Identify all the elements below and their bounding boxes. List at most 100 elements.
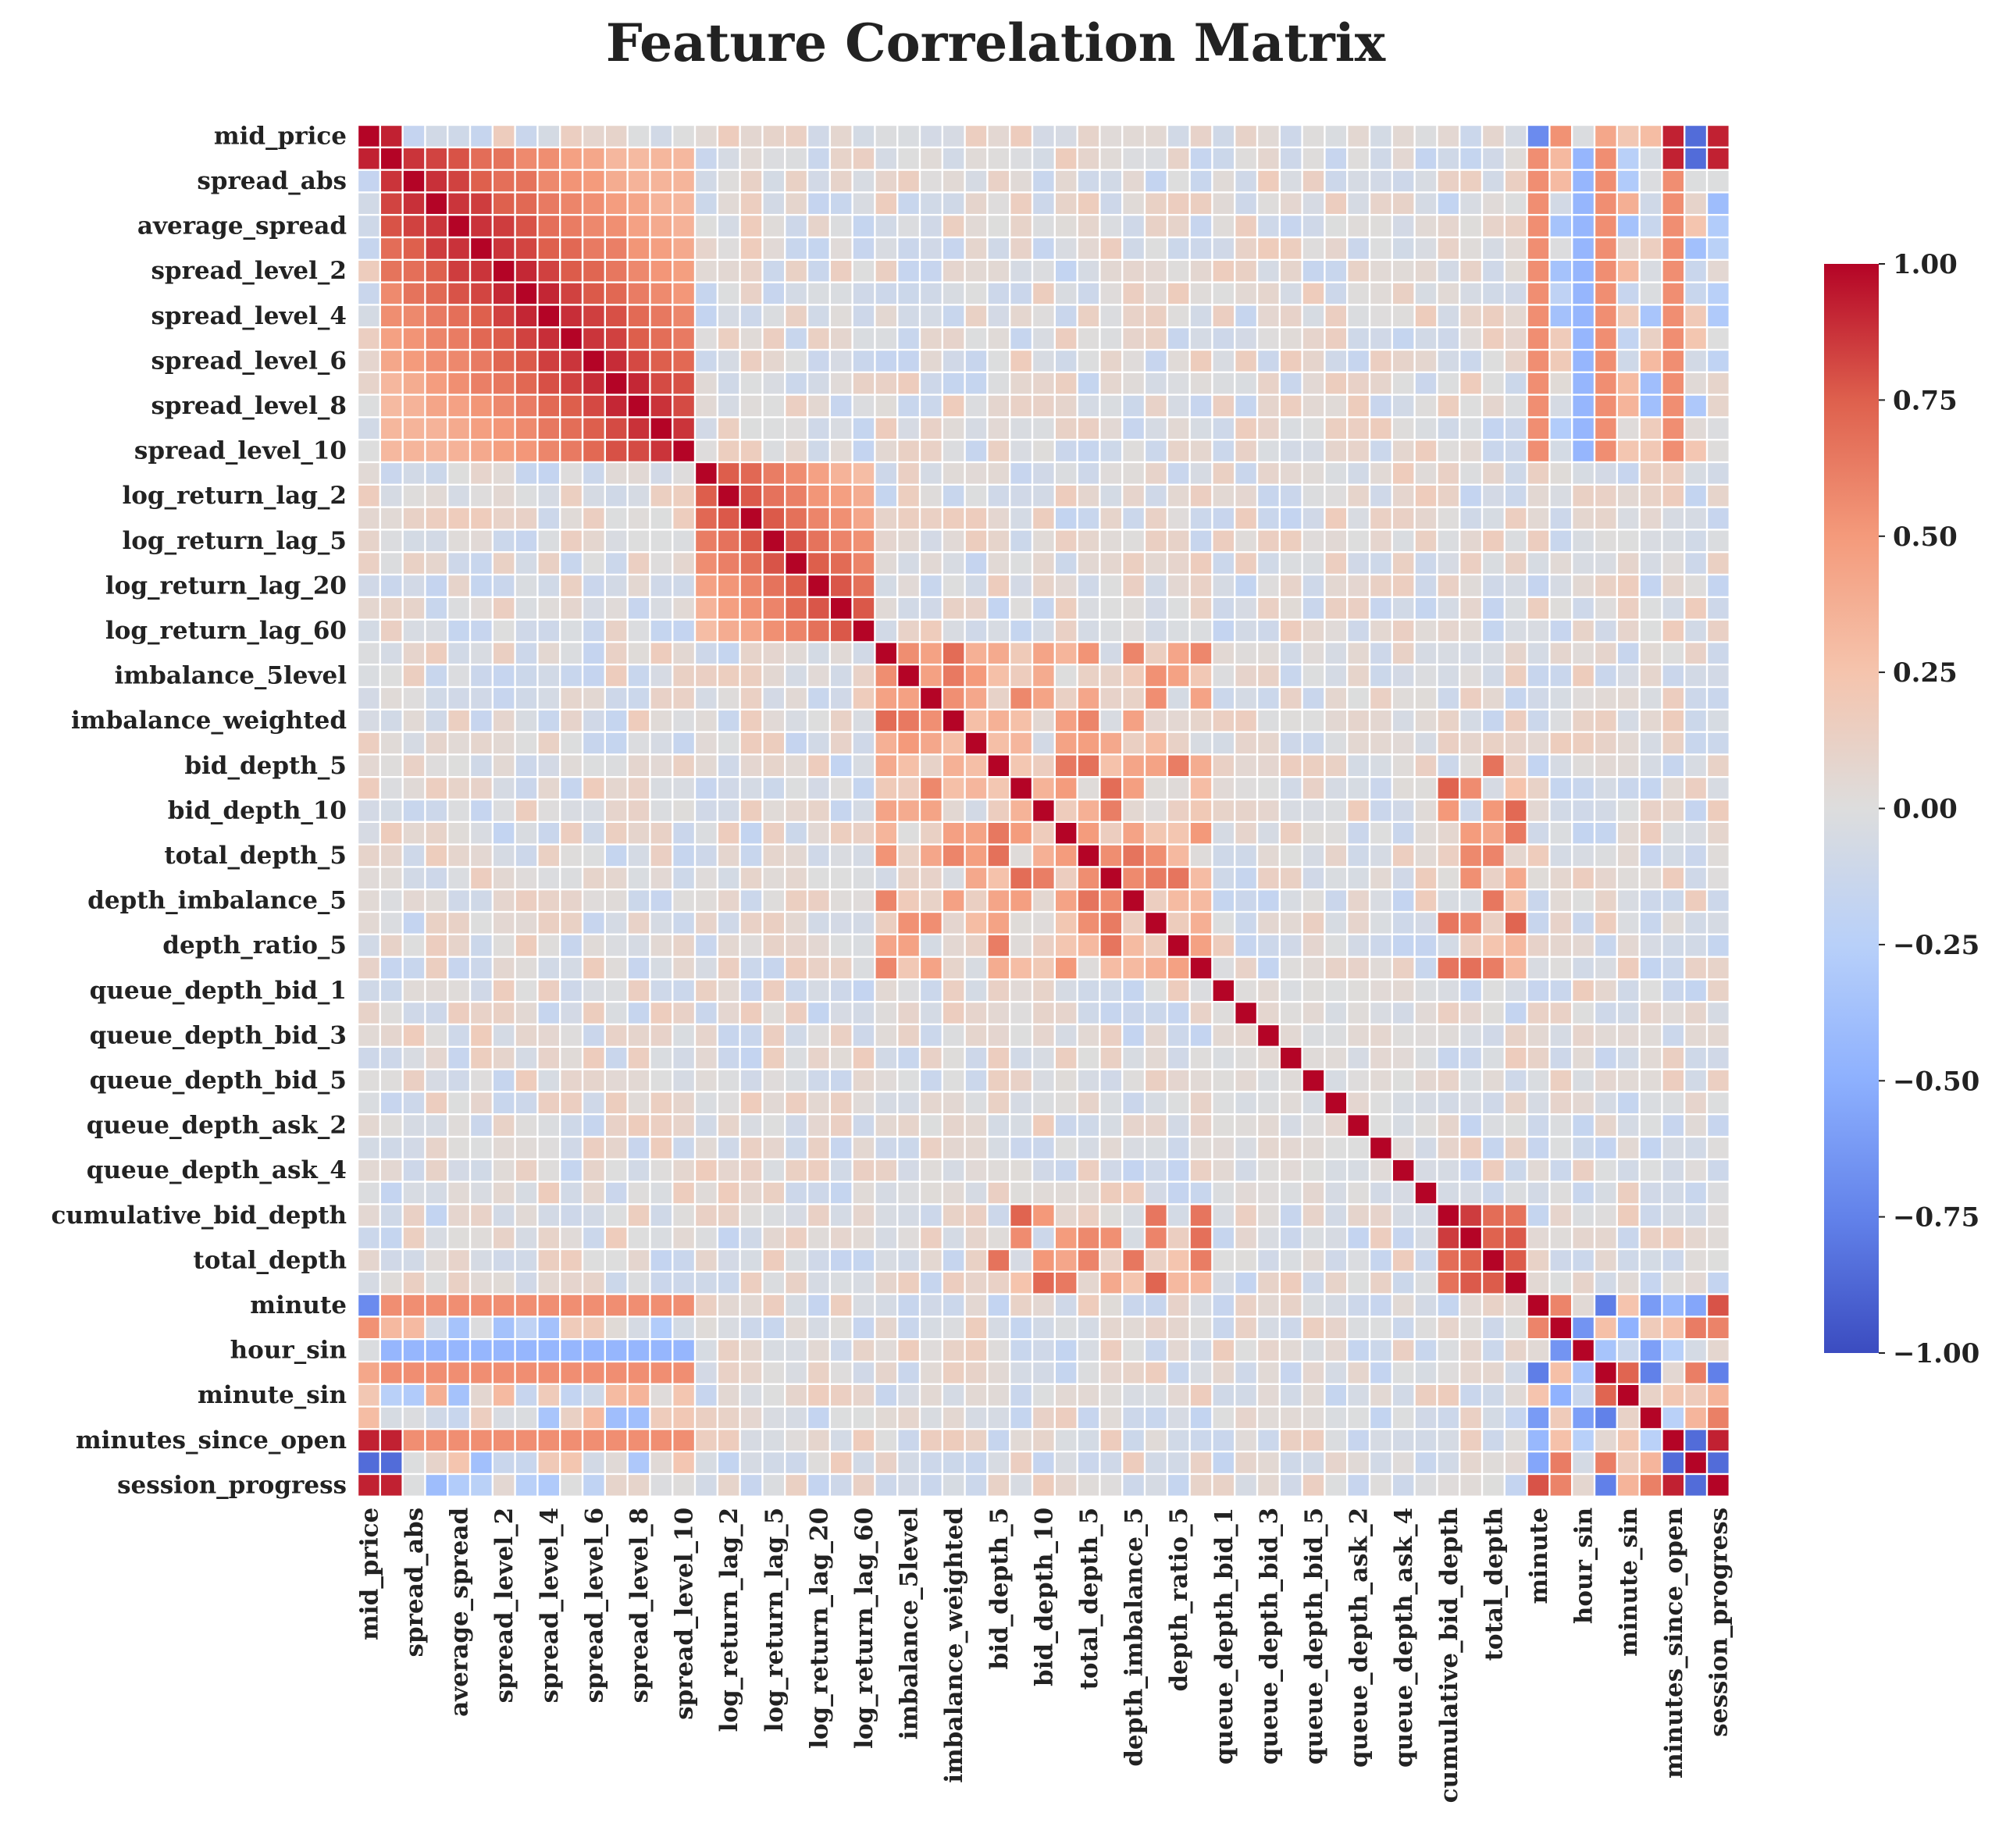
heatmap-cell <box>1213 1138 1234 1159</box>
heatmap-cell <box>831 351 852 372</box>
heatmap-cell <box>1370 305 1391 326</box>
column-tick-label: minutes_since_open <box>1660 1508 1688 1779</box>
heatmap-cell <box>358 193 379 214</box>
heatmap-cell <box>1056 148 1077 169</box>
heatmap-cell <box>1190 1205 1212 1226</box>
heatmap-cell <box>1595 418 1616 439</box>
heatmap-cell <box>1258 1025 1279 1046</box>
heatmap-cell <box>740 1340 762 1361</box>
heatmap-cell <box>696 1205 717 1226</box>
heatmap-cell <box>1460 351 1481 372</box>
heatmap-cell <box>1325 1250 1346 1271</box>
heatmap-cell <box>1370 1182 1391 1204</box>
heatmap-cell <box>471 1182 492 1204</box>
row-tick-label: mid_price <box>214 122 347 150</box>
heatmap-cell <box>943 1340 964 1361</box>
heatmap-cell <box>1595 1048 1616 1069</box>
heatmap-cell <box>1438 732 1459 754</box>
heatmap-cell <box>1505 823 1527 844</box>
heatmap-cell <box>1550 1182 1571 1204</box>
heatmap-cell <box>673 1115 694 1136</box>
heatmap-cell <box>965 1407 987 1429</box>
heatmap-cell <box>763 1092 784 1113</box>
heatmap-cell <box>921 440 942 461</box>
heatmap-cell <box>1573 553 1594 574</box>
heatmap-cell <box>898 1273 919 1294</box>
heatmap-cell <box>561 1205 582 1226</box>
heatmap-cell <box>583 1407 604 1429</box>
heatmap-cell <box>358 1362 379 1383</box>
heatmap-cell <box>628 1205 650 1226</box>
heatmap-cell <box>808 732 829 754</box>
heatmap-cell <box>1325 598 1346 619</box>
heatmap-cell <box>538 845 559 867</box>
heatmap-cell <box>1550 688 1571 709</box>
column-tick-label: log_return_lag_20 <box>805 1508 833 1749</box>
heatmap-cell <box>1460 935 1481 956</box>
heatmap-cell <box>650 620 672 642</box>
heatmap-cell <box>628 800 650 821</box>
heatmap-cell <box>1281 1048 1302 1069</box>
heatmap-cell <box>538 1475 559 1496</box>
heatmap-cell <box>650 1250 672 1271</box>
heatmap-cell <box>1302 395 1324 417</box>
heatmap-cell <box>1146 373 1167 394</box>
heatmap-cell <box>650 1070 672 1091</box>
heatmap-cell <box>1033 732 1054 754</box>
heatmap-cell <box>1078 710 1099 732</box>
heatmap-cell <box>786 1205 807 1226</box>
heatmap-cell <box>1460 867 1481 888</box>
heatmap-cell <box>358 688 379 709</box>
heatmap-cell <box>921 913 942 934</box>
heatmap-cell <box>1550 553 1571 574</box>
heatmap-cell <box>1662 1138 1684 1159</box>
heatmap-cell <box>1393 823 1414 844</box>
heatmap-cell <box>381 890 402 911</box>
heatmap-cell <box>673 305 694 326</box>
heatmap-cell <box>898 1317 919 1338</box>
heatmap-cell <box>1168 1362 1189 1383</box>
heatmap-cell <box>696 1160 717 1181</box>
heatmap-cell <box>1168 957 1189 979</box>
heatmap-cell <box>515 688 537 709</box>
heatmap-cell <box>1618 1025 1639 1046</box>
heatmap-cell <box>1573 1115 1594 1136</box>
heatmap-cell <box>494 486 515 507</box>
row-tick-label: queue_depth_bid_1 <box>90 977 347 1005</box>
heatmap-cell <box>696 1182 717 1204</box>
heatmap-cell <box>1010 957 1032 979</box>
heatmap-cell <box>1168 755 1189 776</box>
column-tick-label: bid_depth_10 <box>1030 1508 1058 1686</box>
heatmap-cell <box>381 575 402 596</box>
row-tick-label: spread_level_10 <box>134 437 347 465</box>
heatmap-cell <box>1168 1205 1189 1226</box>
heatmap-cell <box>965 395 987 417</box>
heatmap-cell <box>381 148 402 169</box>
heatmap-cell <box>561 1362 582 1383</box>
heatmap-cell <box>448 665 469 686</box>
heatmap-cell <box>448 283 469 304</box>
heatmap-cell <box>1235 1250 1256 1271</box>
heatmap-cell <box>1056 507 1077 529</box>
heatmap-cell <box>1123 1002 1144 1024</box>
heatmap-cell <box>1146 238 1167 259</box>
heatmap-cell <box>561 440 582 461</box>
heatmap-cell <box>1078 575 1099 596</box>
heatmap-cell <box>1123 1070 1144 1091</box>
heatmap-cell <box>606 126 627 147</box>
heatmap-cell <box>1100 665 1121 686</box>
heatmap-cell <box>1685 530 1706 551</box>
heatmap-cell <box>628 1452 650 1473</box>
heatmap-cell <box>381 1205 402 1226</box>
heatmap-cell <box>1123 283 1144 304</box>
row-tick-label: cumulative_bid_depth <box>51 1202 347 1230</box>
heatmap-cell <box>471 1294 492 1316</box>
heatmap-cell <box>561 1294 582 1316</box>
heatmap-cell <box>1550 1227 1571 1248</box>
heatmap-cell <box>448 193 469 214</box>
heatmap-cell <box>740 486 762 507</box>
heatmap-cell <box>988 440 1009 461</box>
heatmap-cell <box>1146 665 1167 686</box>
heatmap-cell <box>448 598 469 619</box>
heatmap-cell <box>673 778 694 799</box>
